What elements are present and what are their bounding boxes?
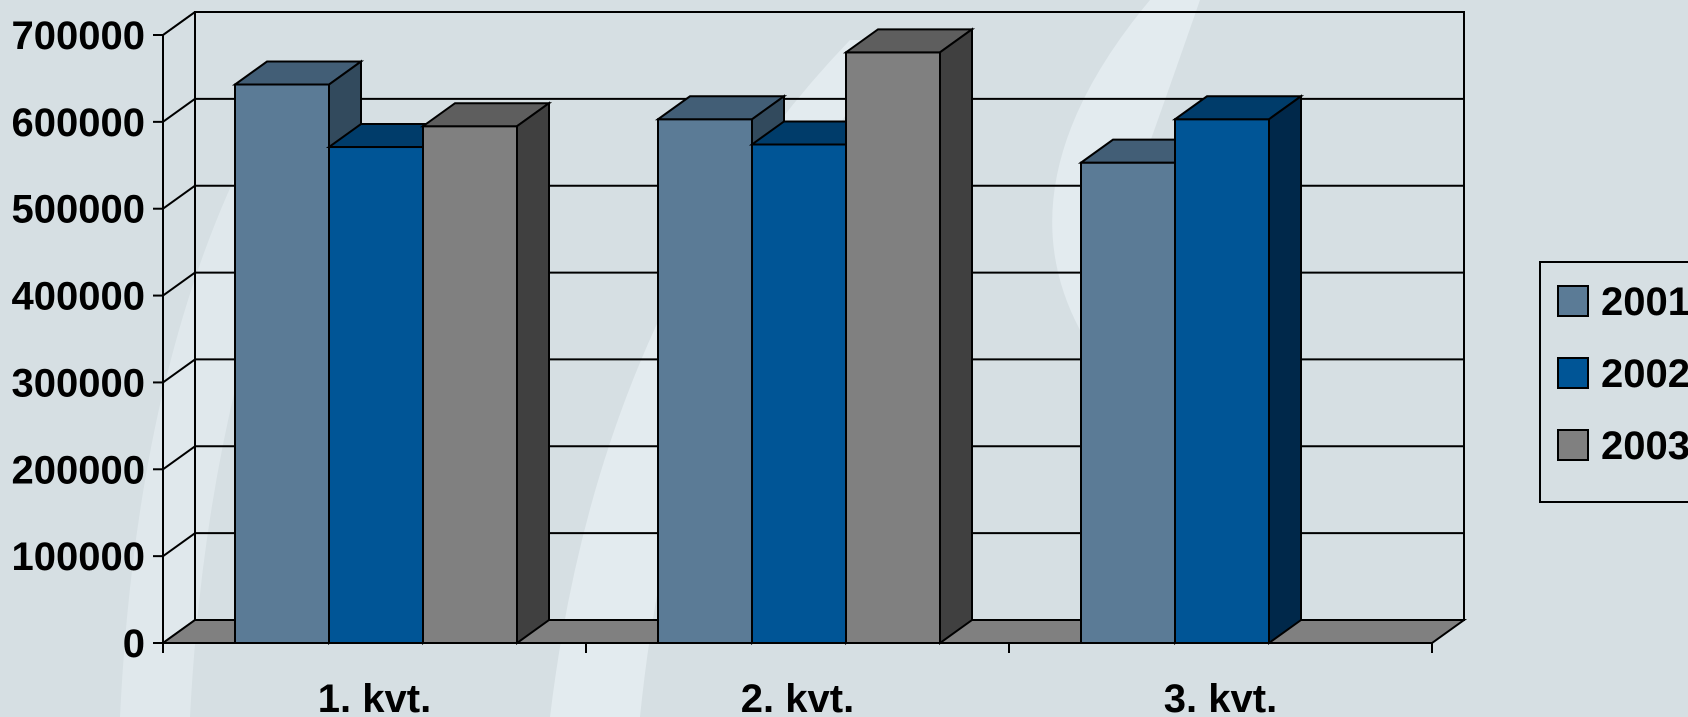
bar-side [939, 27, 973, 645]
bar-front [657, 118, 753, 645]
bar-front [1080, 161, 1176, 644]
y-tick-label: 600000 [12, 101, 145, 145]
y-tick-label: 200000 [12, 448, 145, 492]
gridline-side [162, 445, 196, 471]
legend-swatch [1557, 429, 1589, 461]
x-category-label: 3. kvt. [1164, 677, 1277, 717]
bar-side [516, 101, 550, 645]
bar-front [751, 143, 847, 644]
legend-swatch [1557, 285, 1589, 317]
bar-front [845, 51, 941, 645]
gridline-side [162, 532, 196, 557]
bar-front [422, 125, 518, 644]
axes [162, 35, 1433, 653]
bar [419, 101, 553, 645]
y-tick-label: 500000 [12, 188, 145, 232]
bar-side [1268, 94, 1302, 645]
y-tick-label: 300000 [12, 361, 145, 405]
bar-front [234, 83, 330, 645]
gridline-side [162, 11, 196, 36]
bar [1171, 94, 1305, 645]
x-axis-categories: 1. kvt. 2. kvt. 3. kvt. [318, 677, 1277, 717]
legend-box [1539, 261, 1688, 503]
bar-front [1174, 118, 1270, 645]
y-tick-label: 100000 [12, 535, 145, 579]
gridline-side [162, 184, 196, 210]
gridline-side [162, 271, 196, 297]
legend: 2001 2002 2003 [1539, 261, 1688, 503]
bars [231, 27, 1305, 645]
x-category-label: 2. kvt. [741, 677, 854, 717]
legend-swatch [1557, 357, 1589, 389]
gridline-side [162, 98, 196, 123]
gridline-side [162, 358, 196, 384]
y-tick-label: 0 [123, 622, 145, 666]
legend-label: 2002 [1601, 352, 1688, 396]
y-tick-label: 700000 [12, 14, 145, 58]
legend-label: 2001 [1601, 280, 1688, 324]
y-axis-ticks: 0 100000 200000 300000 400000 500000 600000 700… [12, 14, 163, 666]
legend-label: 2003 [1601, 424, 1688, 468]
x-category-label: 1. kvt. [318, 677, 431, 717]
bar [842, 27, 976, 645]
bar-front [328, 146, 424, 644]
y-tick-label: 400000 [12, 275, 145, 319]
